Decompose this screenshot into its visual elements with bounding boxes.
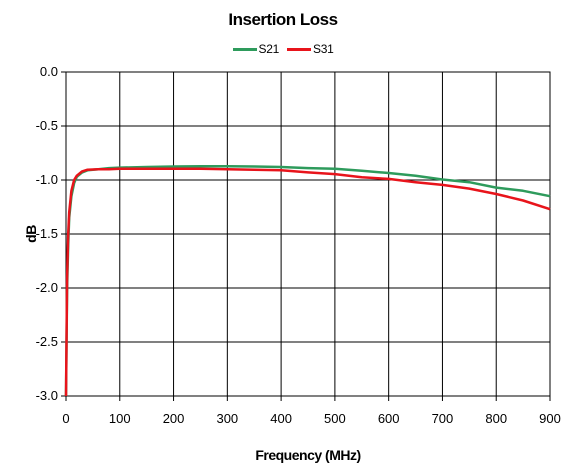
legend-swatch-s21 <box>232 47 257 51</box>
x-axis-title: Frequency (MHz) <box>255 447 360 463</box>
legend-label-s21: S21 <box>258 42 280 56</box>
x-tick-label: 700 <box>432 411 454 426</box>
legend-item-s21: S21 <box>232 42 280 56</box>
x-tick-label: 100 <box>109 411 131 426</box>
y-tick-label: -2.5 <box>36 334 58 349</box>
legend-swatch-s31 <box>287 47 311 51</box>
x-tick-label: 400 <box>270 411 292 426</box>
x-tick-label: 300 <box>216 411 238 426</box>
x-tick-label: 900 <box>539 411 561 426</box>
y-tick-label: -0.5 <box>36 118 58 133</box>
y-tick-label: -1.0 <box>36 172 58 187</box>
y-tick-label: -1.5 <box>36 226 58 241</box>
x-tick-label: 200 <box>163 411 185 426</box>
legend: S21 S31 <box>0 42 566 56</box>
y-axis-title: dB <box>23 225 39 243</box>
x-tick-label: 800 <box>485 411 507 426</box>
legend-item-s31: S31 <box>287 42 334 56</box>
chart-title: Insertion Loss <box>228 10 338 29</box>
y-tick-label: -3.0 <box>36 388 58 403</box>
x-tick-label: 0 <box>62 411 69 426</box>
x-tick-label: 500 <box>324 411 346 426</box>
legend-label-s31: S31 <box>313 42 334 56</box>
y-tick-label: -2.0 <box>36 280 58 295</box>
x-tick-label: 600 <box>378 411 400 426</box>
series-line-s21 <box>64 164 551 397</box>
y-tick-label: 0.0 <box>40 64 58 79</box>
series-line-s31 <box>64 167 551 397</box>
